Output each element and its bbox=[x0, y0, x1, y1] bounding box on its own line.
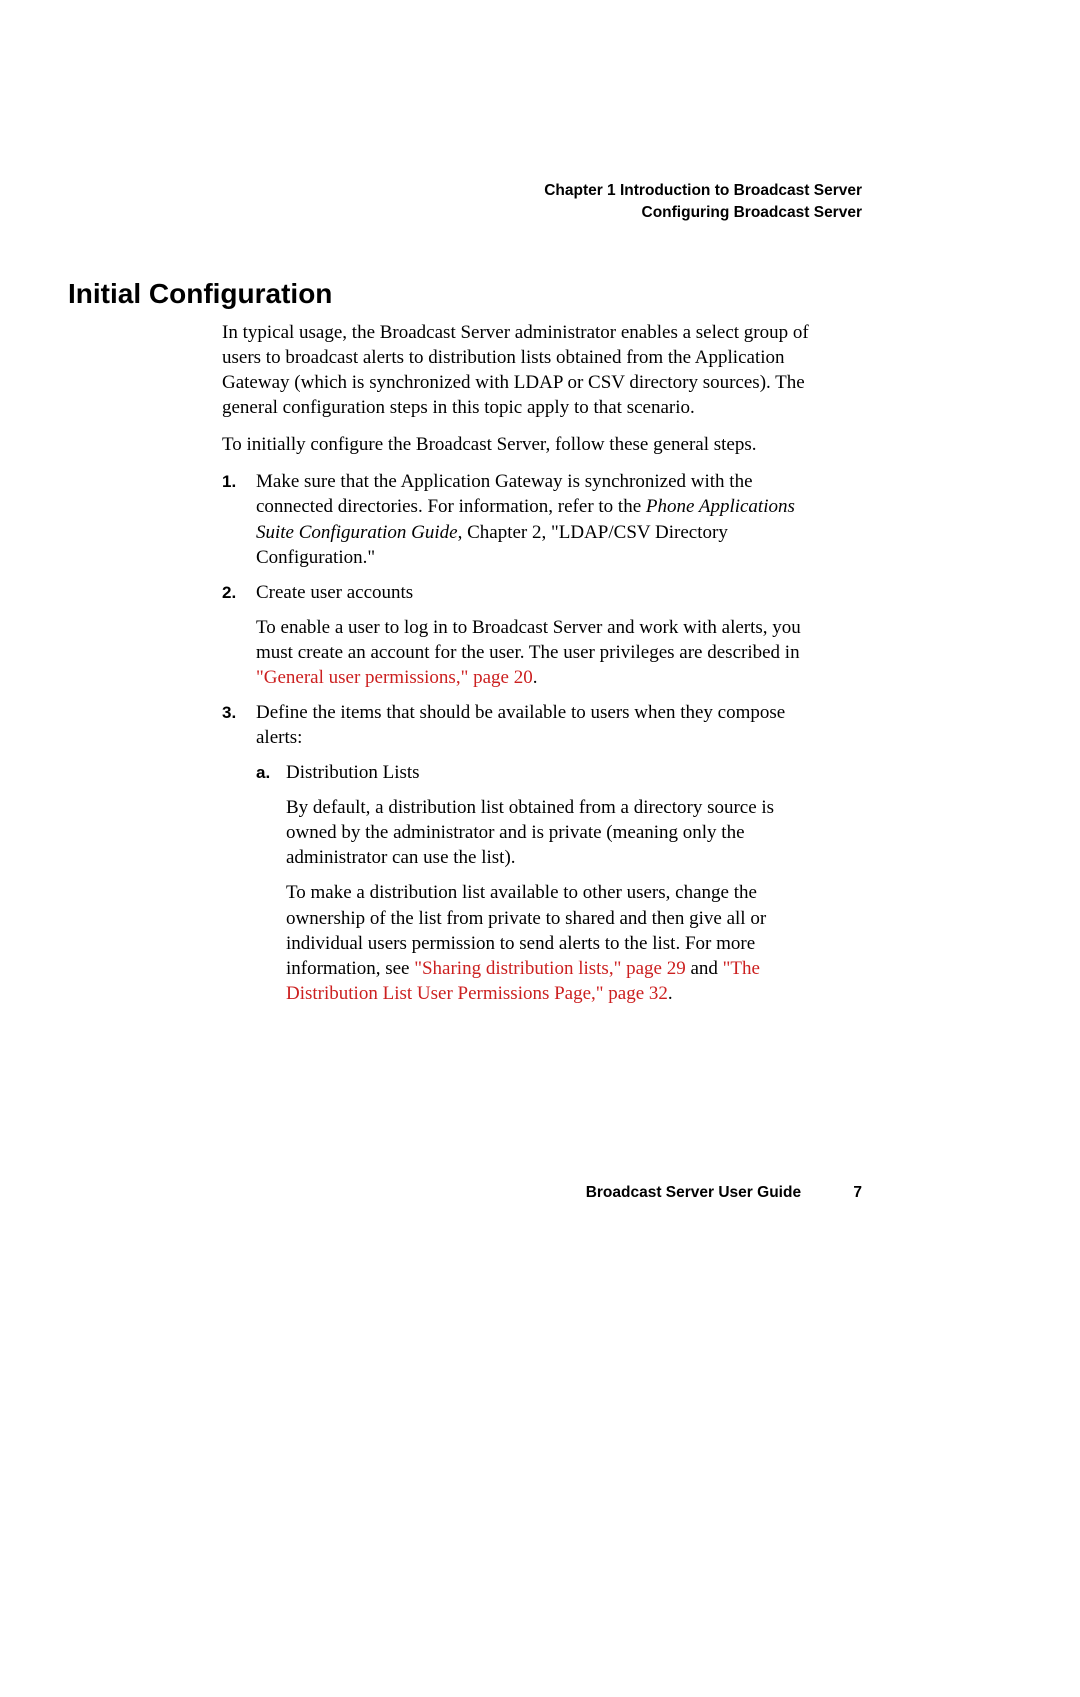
list-marker: 3. bbox=[222, 700, 236, 726]
cross-reference-link[interactable]: "Sharing distribution lists," page 29 bbox=[414, 958, 685, 979]
list-marker: 1. bbox=[222, 469, 236, 495]
intro-paragraph-1: In typical usage, the Broadcast Server a… bbox=[222, 320, 812, 420]
list-item-3: 3. Define the items that should be avail… bbox=[222, 700, 812, 1006]
header-subtitle: Configuring Broadcast Server bbox=[544, 202, 862, 224]
list-item-3-title: Define the items that should be availabl… bbox=[256, 700, 812, 750]
section-heading: Initial Configuration bbox=[68, 278, 332, 310]
cross-reference-link[interactable]: "General user permissions," page 20 bbox=[256, 667, 533, 688]
page-number: 7 bbox=[853, 1184, 862, 1202]
running-footer: Broadcast Server User Guide 7 bbox=[586, 1184, 862, 1202]
list-item-1-text: Make sure that the Application Gateway i… bbox=[256, 469, 812, 569]
list-item-1: 1. Make sure that the Application Gatewa… bbox=[222, 469, 812, 569]
list-item-2: 2. Create user accounts To enable a user… bbox=[222, 580, 812, 690]
alpha-item-a: a. Distribution Lists By default, a dist… bbox=[256, 760, 812, 1006]
intro-paragraph-2: To initially configure the Broadcast Ser… bbox=[222, 432, 812, 457]
alpha-item-a-p1: By default, a distribution list obtained… bbox=[286, 795, 812, 870]
header-chapter-line: Chapter 1 Introduction to Broadcast Serv… bbox=[544, 180, 862, 202]
running-header: Chapter 1 Introduction to Broadcast Serv… bbox=[544, 180, 862, 225]
alpha-marker: a. bbox=[256, 760, 270, 786]
footer-title: Broadcast Server User Guide bbox=[586, 1184, 801, 1201]
list-item-2-title: Create user accounts bbox=[256, 580, 812, 605]
page: Chapter 1 Introduction to Broadcast Serv… bbox=[0, 0, 1080, 1697]
list-item-2-text: To enable a user to log in to Broadcast … bbox=[256, 615, 812, 690]
alpha-item-a-title: Distribution Lists bbox=[286, 760, 812, 785]
numbered-list: 1. Make sure that the Application Gatewa… bbox=[222, 469, 812, 1005]
alpha-item-a-p2: To make a distribution list available to… bbox=[286, 880, 812, 1005]
body-text: In typical usage, the Broadcast Server a… bbox=[222, 320, 812, 1016]
alpha-list: a. Distribution Lists By default, a dist… bbox=[256, 760, 812, 1006]
list-marker: 2. bbox=[222, 580, 236, 606]
